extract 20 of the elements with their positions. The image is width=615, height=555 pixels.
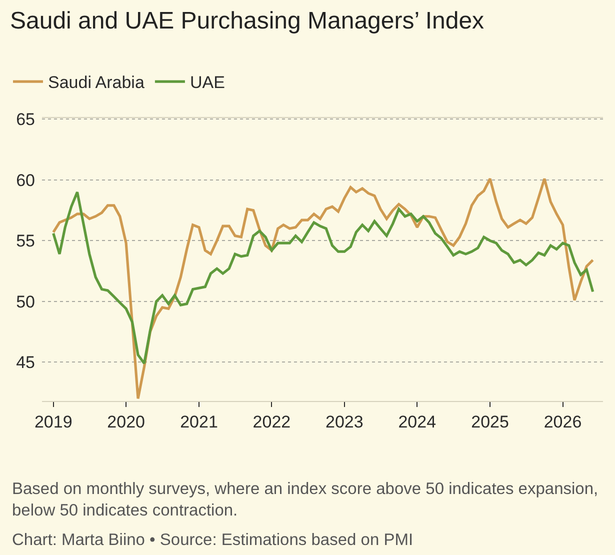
y-tick-label: 45 [16, 353, 35, 372]
chart-title: Saudi and UAE Purchasing Managers’ Index [10, 7, 484, 34]
text: Based on monthly surveys, where an index score above 50 indicates expansion, below 50 indicates contraction. [12, 480, 598, 520]
x-tick-label: 2020 [107, 412, 145, 432]
x-tick-label: 2021 [180, 412, 218, 432]
x-tick-label: 2024 [398, 412, 436, 432]
y-tick-label: 55 [16, 232, 35, 251]
legend-label: UAE [190, 73, 225, 92]
x-tick-label: 2019 [34, 412, 72, 432]
text: Chart: Marta Biino • Source: Estimations based on PMI [12, 531, 414, 549]
x-tick-label: 2023 [325, 412, 364, 432]
y-tick-label: 50 [16, 292, 35, 312]
x-tick-label: 2022 [252, 412, 291, 432]
x-tick-label: 2025 [471, 412, 509, 432]
legend-label: Saudi Arabia [48, 73, 145, 92]
y-tick-label: 65 [16, 110, 35, 130]
line-series [52, 190, 594, 365]
line-series [52, 177, 594, 400]
x-tick-label: 2026 [544, 412, 582, 432]
y-tick-label: 60 [16, 170, 35, 190]
